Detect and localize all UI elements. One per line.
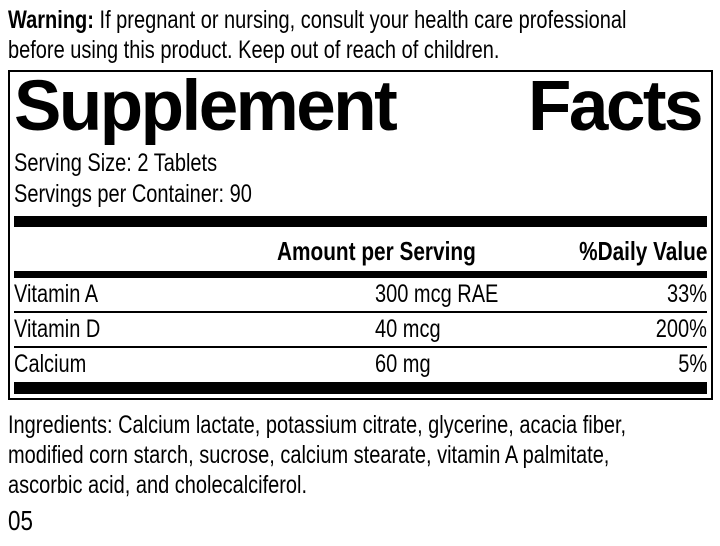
nutrient-amount: 300 mcg RAE <box>375 280 499 308</box>
nutrient-daily-value: 200% <box>655 315 707 343</box>
thick-rule-top <box>14 216 707 227</box>
column-header-amount: Amount per Serving <box>277 236 476 266</box>
table-row-calcium: Calcium 60 mg 5% <box>14 348 707 381</box>
serving-info: Serving Size: 2 Tablets Servings per Con… <box>14 148 707 210</box>
panel-title-word-2: Facts <box>528 67 703 146</box>
lot-code: 05 <box>8 505 33 536</box>
column-header-daily-value: %Daily Value <box>578 236 707 266</box>
ingredients-line-2: modified corn starch, sucrose, calcium s… <box>8 441 610 469</box>
nutrient-daily-value: 33% <box>666 280 707 308</box>
nutrient-amount: 60 mg <box>375 350 431 378</box>
nutrient-daily-value: 5% <box>678 350 707 378</box>
warning-line-1: Warning: If pregnant or nursing, consult … <box>8 5 720 35</box>
ingredients-line-1: Ingredients: Calcium lactate, potassium … <box>8 411 627 439</box>
table-row-vitamin-a: Vitamin A 300 mcg RAE 33% <box>14 278 707 313</box>
warning-text: Warning: If pregnant or nursing, consult … <box>8 5 720 65</box>
panel-title-word-1: Supplement <box>14 67 398 146</box>
nutrient-name: Vitamin D <box>14 315 101 343</box>
thick-rule-bottom <box>14 382 707 394</box>
medium-rule-header <box>14 271 707 278</box>
warning-line-2: before using this product. Keep out of r… <box>8 36 500 64</box>
warning-line-1-text: If pregnant or nursing, consult your hea… <box>99 6 627 34</box>
ingredients-line-3: ascorbic acid, and cholecalciferol. <box>8 471 308 499</box>
table-header-row: Amount per Serving %Daily Value <box>14 227 707 271</box>
warning-label: Warning: <box>8 6 94 34</box>
supplement-facts-panel: Supplement Facts Serving Size: 2 Tablets… <box>8 70 713 400</box>
nutrient-name: Vitamin A <box>14 280 99 308</box>
nutrient-amount: 40 mcg <box>375 315 441 343</box>
servings-per-container: Servings per Container: 90 <box>14 180 252 208</box>
table-row-vitamin-d: Vitamin D 40 mcg 200% <box>14 313 707 348</box>
serving-size: Serving Size: 2 Tablets <box>14 149 218 177</box>
panel-title: Supplement Facts <box>14 70 707 144</box>
ingredients-text: Ingredients: Calcium lactate, potassium … <box>8 410 720 500</box>
nutrient-name: Calcium <box>14 350 87 378</box>
